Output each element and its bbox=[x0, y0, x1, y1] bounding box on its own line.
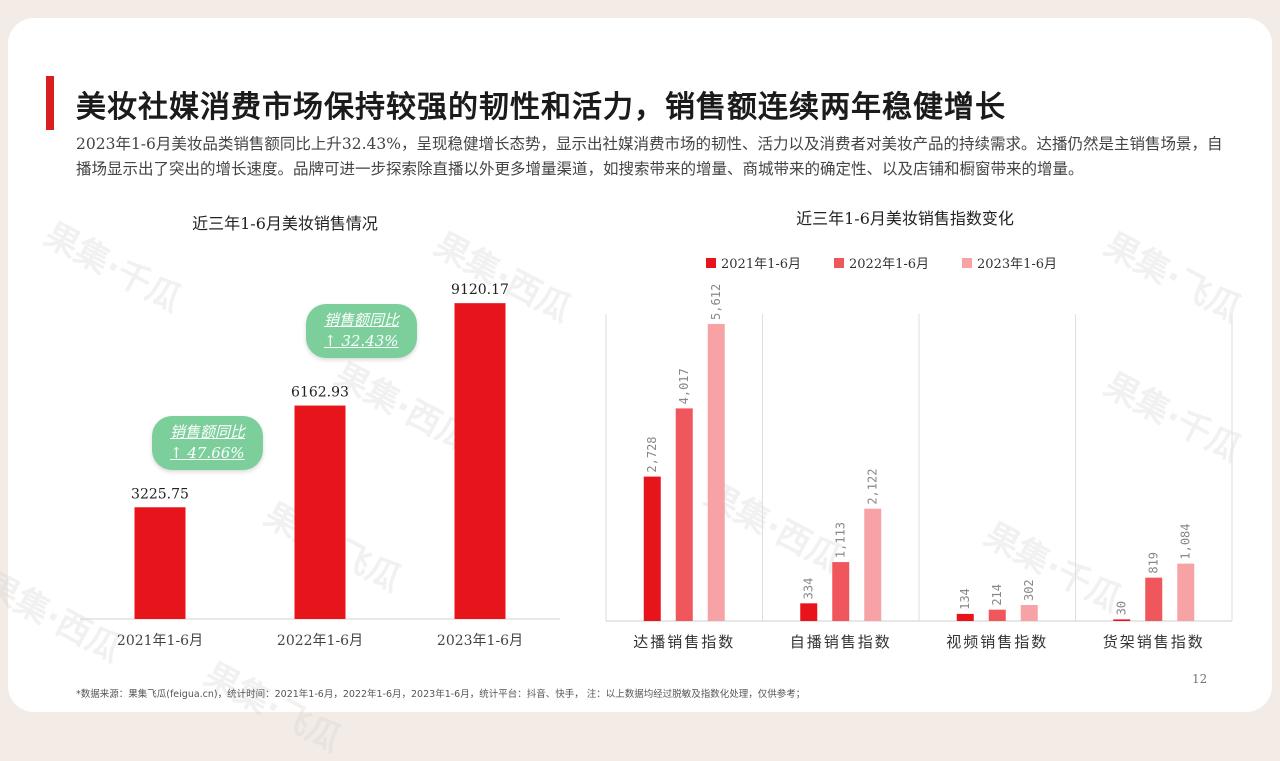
index-bar bbox=[1145, 577, 1163, 621]
index-bar bbox=[1113, 619, 1131, 621]
index-bar bbox=[643, 476, 661, 621]
index-bar-value-label: 1,084 bbox=[1179, 523, 1193, 559]
index-bar bbox=[1177, 563, 1195, 621]
index-bar bbox=[675, 408, 693, 621]
index-bar-value-label: 819 bbox=[1147, 552, 1161, 574]
legend-label: 2021年1-6月 bbox=[721, 257, 801, 272]
index-x-tick-label: 货架销售指数 bbox=[1103, 633, 1205, 651]
sales-chart-title: 近三年1-6月美妆销售情况 bbox=[192, 214, 378, 233]
growth-badge-2023-value: ↑ 32.43% bbox=[324, 332, 399, 350]
title-accent-bar bbox=[46, 76, 54, 130]
slide-card bbox=[8, 18, 1272, 712]
page-number: 12 bbox=[1192, 672, 1208, 686]
growth-badge-2023: 销售额同比 ↑ 32.43% bbox=[306, 304, 418, 358]
page-title: 美妆社媒消费市场保持较强的韧性和活力，销售额连续两年稳健增长 bbox=[76, 90, 1006, 125]
index-bar-value-label: 214 bbox=[990, 584, 1004, 606]
legend-label: 2022年1-6月 bbox=[849, 257, 929, 272]
data-source-footnote: *数据来源：果集飞瓜(feigua.cn)，统计时间：2021年1-6月，202… bbox=[76, 689, 806, 700]
index-bar-value-label: 2,728 bbox=[645, 436, 659, 472]
sales-bar bbox=[294, 405, 346, 619]
growth-badge-2022-label: 销售额同比 bbox=[170, 423, 246, 441]
sales-bar-value-label: 9120.17 bbox=[451, 282, 509, 298]
growth-badge-2022-value: ↑ 47.66% bbox=[170, 444, 245, 462]
index-x-tick-label: 视频销售指数 bbox=[946, 633, 1048, 651]
index-bar bbox=[1020, 605, 1038, 621]
legend-swatch bbox=[962, 258, 972, 268]
charts-canvas: 近三年1-6月美妆销售情况 3225.75 2021年1-6月 6162.93 2022… bbox=[80, 209, 1233, 651]
index-bar-value-label: 1,113 bbox=[834, 522, 848, 558]
sales-bar bbox=[134, 507, 186, 619]
index-bar-value-label: 134 bbox=[958, 588, 972, 610]
sales-bar-value-label: 6162.93 bbox=[291, 385, 349, 401]
index-bar bbox=[707, 323, 725, 621]
legend-swatch bbox=[834, 258, 844, 268]
index-bar-value-label: 302 bbox=[1022, 579, 1036, 601]
index-x-tick-label: 自播销售指数 bbox=[790, 633, 892, 651]
index-bar bbox=[832, 562, 850, 621]
index-bar bbox=[988, 609, 1006, 621]
index-bar bbox=[800, 603, 818, 621]
page-description: 2023年1-6月美妆品类销售额同比上升32.43%，呈现稳健增长态势，显示出社… bbox=[76, 135, 1223, 178]
index-bar-value-label: 2,122 bbox=[866, 469, 880, 505]
growth-badge-2023-label: 销售额同比 bbox=[324, 311, 400, 329]
sales-x-tick-label: 2021年1-6月 bbox=[117, 633, 203, 649]
legend-swatch bbox=[706, 258, 716, 268]
index-x-tick-label: 达播销售指数 bbox=[633, 633, 735, 651]
index-bar-value-label: 334 bbox=[802, 578, 816, 600]
sales-x-tick-label: 2023年1-6月 bbox=[437, 633, 523, 649]
sales-x-tick-label: 2022年1-6月 bbox=[277, 633, 363, 649]
growth-badge-2022: 销售额同比 ↑ 47.66% bbox=[152, 416, 264, 470]
index-bar bbox=[864, 508, 882, 621]
legend-label: 2023年1-6月 bbox=[977, 257, 1057, 272]
index-chart-title: 近三年1-6月美妆销售指数变化 bbox=[796, 209, 1014, 228]
index-bar-value-label: 5,612 bbox=[709, 284, 723, 320]
index-bar bbox=[956, 613, 974, 621]
index-bar-value-label: 4,017 bbox=[677, 368, 691, 404]
sales-bar-value-label: 3225.75 bbox=[131, 486, 189, 502]
sales-bar bbox=[454, 303, 506, 619]
index-bar-value-label: 30 bbox=[1115, 601, 1129, 615]
